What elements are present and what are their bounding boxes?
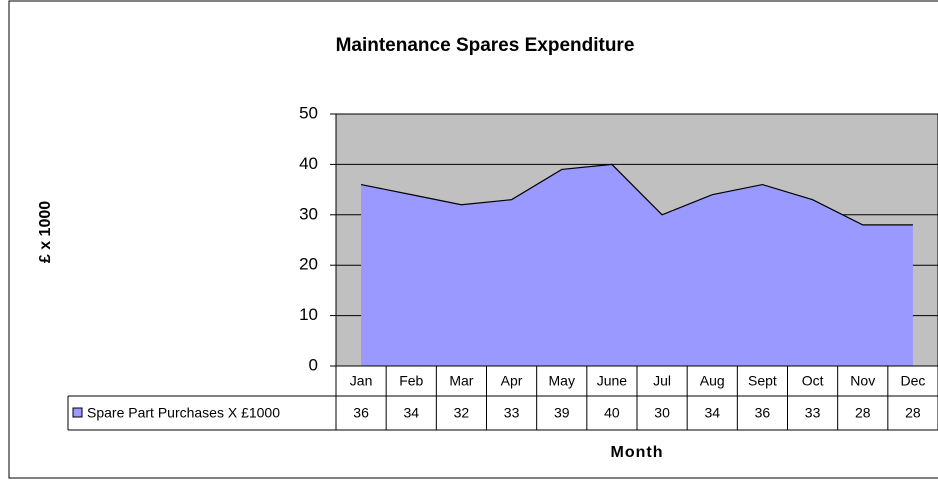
y-tick-label: 10 bbox=[299, 305, 318, 324]
legend-label: Spare Part Purchases X £1000 bbox=[87, 405, 280, 421]
x-tick-label: June bbox=[597, 373, 628, 389]
legend-key bbox=[72, 407, 83, 418]
chart-title: Maintenance Spares Expenditure bbox=[336, 35, 635, 56]
table-value: 30 bbox=[654, 405, 670, 421]
table-value: 32 bbox=[454, 405, 470, 421]
x-tick-label: Jan bbox=[350, 373, 373, 389]
x-tick-label: Mar bbox=[449, 373, 473, 389]
y-tick-label: 30 bbox=[299, 204, 318, 223]
table-value: 39 bbox=[554, 405, 570, 421]
table-value: 34 bbox=[704, 405, 720, 421]
table-value: 28 bbox=[905, 405, 921, 421]
table-value: 36 bbox=[755, 405, 771, 421]
x-tick-label: Sept bbox=[748, 373, 777, 389]
x-tick-label: Jul bbox=[653, 373, 671, 389]
x-axis-label: Month bbox=[611, 444, 664, 461]
x-tick-label: Aug bbox=[700, 373, 725, 389]
area bbox=[361, 164, 913, 366]
y-tick-label: 50 bbox=[299, 103, 318, 122]
table-value: 28 bbox=[855, 405, 871, 421]
x-tick-label: Nov bbox=[850, 373, 875, 389]
y-axis-label: £ x 1000 bbox=[37, 201, 54, 263]
x-tick-label: May bbox=[549, 373, 575, 389]
x-tick-label: Apr bbox=[501, 373, 523, 389]
table-value: 34 bbox=[403, 405, 419, 421]
table-value: 33 bbox=[805, 405, 821, 421]
table-value: 33 bbox=[504, 405, 520, 421]
table-value: 36 bbox=[353, 405, 369, 421]
y-tick-label: 0 bbox=[309, 355, 318, 374]
x-tick-label: Oct bbox=[802, 373, 824, 389]
x-tick-label: Dec bbox=[900, 373, 925, 389]
x-tick-label: Feb bbox=[399, 373, 423, 389]
area-outline bbox=[360, 163, 913, 226]
table-value: 40 bbox=[604, 405, 620, 421]
y-tick-label: 20 bbox=[299, 255, 318, 274]
y-tick-label: 40 bbox=[299, 154, 318, 173]
